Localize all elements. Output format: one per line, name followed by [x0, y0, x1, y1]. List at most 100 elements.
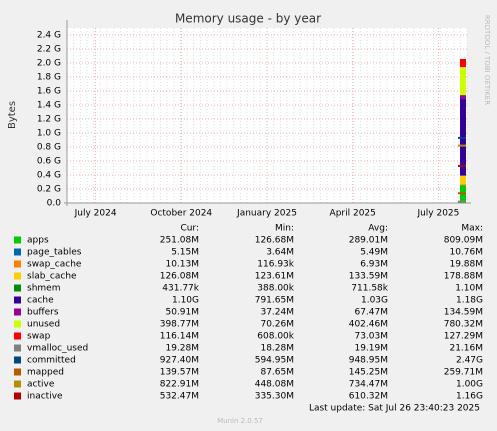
- legend-swatch: [14, 272, 21, 280]
- legend-avg: 711.58k: [351, 284, 388, 294]
- y-axis-label: Bytes: [7, 101, 18, 129]
- column-header: Max:: [461, 224, 483, 234]
- y-tick-label: 0.4 G: [37, 171, 61, 181]
- area-segment: [460, 95, 466, 99]
- legend-min: 37.24M: [260, 308, 294, 318]
- legend-swatch: [14, 236, 21, 244]
- legend-swatch: [14, 284, 21, 292]
- column-header: Min:: [275, 224, 294, 234]
- legend-max: 259.71M: [444, 368, 483, 378]
- legend-swatch: [14, 308, 21, 316]
- legend-avg: 1.03G: [361, 296, 388, 306]
- y-tick-label: 0.2 G: [37, 185, 61, 195]
- legend-min: 594.95M: [255, 356, 294, 366]
- legend-name: apps: [27, 236, 49, 246]
- legend-cur: 532.47M: [160, 392, 199, 402]
- y-tick-label: 1.6 G: [37, 87, 61, 97]
- legend-cur: 822.91M: [160, 380, 199, 390]
- legend-avg: 133.59M: [349, 272, 388, 282]
- legend-max: 1.16G: [456, 392, 483, 402]
- y-tick-label: 1.0 G: [37, 129, 61, 139]
- legend-max: 1.10M: [455, 284, 483, 294]
- column-header: Avg:: [368, 224, 388, 234]
- legend-max: 809.09M: [444, 236, 483, 246]
- legend-avg: 5.49M: [360, 248, 388, 258]
- legend-avg: 948.95M: [349, 356, 388, 366]
- legend-max: 127.29M: [444, 332, 483, 342]
- y-tick-label: 2.4 G: [37, 31, 61, 41]
- legend-cur: 116.14M: [160, 332, 199, 342]
- legend-avg: 67.47M: [354, 308, 388, 318]
- legend-cur: 431.77k: [162, 284, 199, 294]
- y-tick-label: 1.2 G: [37, 115, 61, 125]
- legend-name: page_tables: [27, 248, 82, 258]
- x-tick-label: July 2025: [416, 209, 459, 219]
- legend-max: 134.59M: [444, 308, 483, 318]
- legend-swatch: [14, 392, 21, 400]
- legend-max: 1.18G: [456, 296, 483, 306]
- area-segment: [460, 175, 466, 185]
- legend-swatch: [14, 332, 21, 340]
- legend-name: vmalloc_used: [27, 344, 88, 354]
- legend-swatch: [14, 248, 21, 256]
- legend-avg: 734.47M: [349, 380, 388, 390]
- legend-cur: 1.10G: [172, 296, 199, 306]
- legend-avg: 73.03M: [354, 332, 388, 342]
- legend-cur: 398.77M: [160, 320, 199, 330]
- legend-max: 1.00G: [456, 380, 483, 390]
- legend-swatch: [14, 320, 21, 328]
- legend-max: 19.88M: [449, 260, 483, 270]
- y-tick-label: 2.2 G: [37, 45, 61, 55]
- legend-min: 18.28M: [260, 344, 294, 354]
- column-header: Cur:: [180, 224, 199, 234]
- legend-min: 3.64M: [266, 248, 294, 258]
- chart-title: Memory usage - by year: [175, 12, 321, 26]
- legend-cur: 126.08M: [160, 272, 199, 282]
- legend-min: 448.08M: [255, 380, 294, 390]
- legend-min: 791.65M: [255, 296, 294, 306]
- legend-min: 388.00k: [257, 284, 294, 294]
- legend-name: buffers: [27, 308, 59, 318]
- area-segment: [460, 185, 466, 203]
- last-update: Last update: Sat Jul 26 23:40:23 2025: [309, 404, 480, 414]
- legend-name: cache: [27, 296, 54, 306]
- area-segment: [460, 67, 466, 96]
- legend-name: committed: [27, 356, 76, 366]
- legend-swatch: [14, 344, 21, 352]
- x-tick-label: January 2025: [236, 209, 297, 219]
- legend-cur: 10.13M: [165, 260, 199, 270]
- legend-avg: 610.32M: [349, 392, 388, 402]
- legend-name: slab_cache: [27, 272, 77, 282]
- legend-min: 87.65M: [260, 368, 294, 378]
- legend-cur: 5.15M: [171, 248, 199, 258]
- legend-avg: 6.93M: [360, 260, 388, 270]
- legend-max: 178.88M: [444, 272, 483, 282]
- y-tick-label: 0.6 G: [37, 157, 61, 167]
- legend-cur: 251.08M: [160, 236, 199, 246]
- legend-name: active: [27, 380, 55, 390]
- y-tick-label: 2.0 G: [37, 59, 61, 69]
- legend-min: 70.26M: [260, 320, 294, 330]
- legend-swatch: [14, 260, 21, 268]
- legend-min: 335.30M: [255, 392, 294, 402]
- legend-name: unused: [27, 320, 60, 330]
- area-segment: [460, 58, 466, 68]
- legend-max: 21.16M: [449, 344, 483, 354]
- legend-avg: 289.01M: [349, 236, 388, 246]
- x-tick-label: July 2024: [74, 209, 117, 219]
- legend-cur: 19.28M: [165, 344, 199, 354]
- legend-min: 123.61M: [255, 272, 294, 282]
- area-segment: [460, 184, 466, 186]
- legend-name: swap: [27, 332, 51, 342]
- y-tick-label: 1.4 G: [37, 101, 61, 111]
- legend-avg: 402.46M: [349, 320, 388, 330]
- x-tick-label: April 2025: [330, 209, 376, 219]
- footer: Munin 2.0.57: [217, 417, 263, 425]
- y-tick-label: 1.8 G: [37, 73, 61, 83]
- legend-max: 10.76M: [449, 248, 483, 258]
- legend-name: inactive: [27, 392, 63, 402]
- legend-cur: 139.57M: [160, 368, 199, 378]
- legend-avg: 19.19M: [354, 344, 388, 354]
